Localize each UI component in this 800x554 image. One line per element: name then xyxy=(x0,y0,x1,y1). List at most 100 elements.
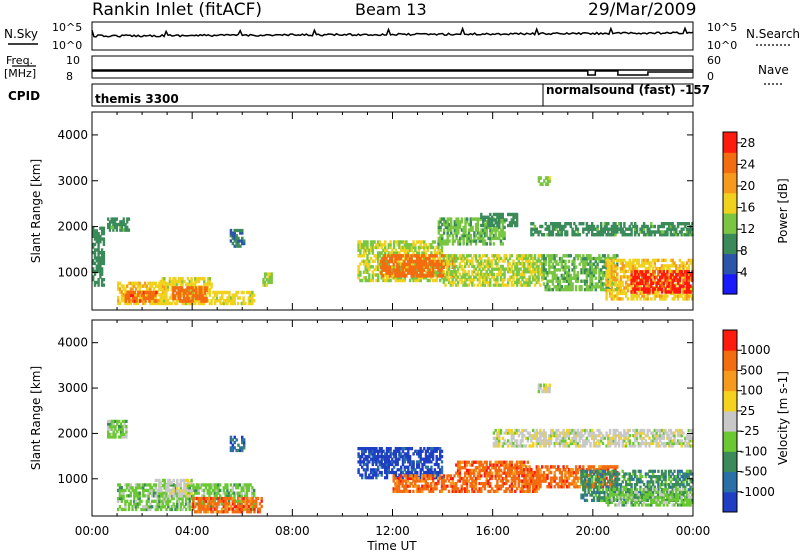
heatmap-cell xyxy=(128,296,131,300)
heatmap-cell xyxy=(224,510,227,514)
heatmap-cell xyxy=(546,282,549,286)
heatmap-cell xyxy=(120,293,123,297)
heatmap-cell xyxy=(567,268,571,272)
heatmap-cell xyxy=(387,449,390,453)
heatmap-cell xyxy=(685,270,689,274)
heatmap-cell xyxy=(428,455,431,459)
heatmap-cell xyxy=(449,476,453,481)
heatmap-cell xyxy=(467,275,470,279)
heatmap-cell xyxy=(401,457,405,461)
heatmap-cell xyxy=(399,476,403,481)
heatmap-cell xyxy=(607,222,610,226)
heatmap-cell xyxy=(255,496,258,501)
heatmap-cell xyxy=(121,425,124,429)
heatmap-cell xyxy=(102,242,106,247)
heatmap-cell xyxy=(612,233,615,237)
heatmap-cell xyxy=(119,225,122,230)
heatmap-cell xyxy=(601,282,605,286)
heatmap-cell xyxy=(253,507,256,511)
heatmap-cell xyxy=(391,457,394,461)
heatmap-cell xyxy=(446,217,449,221)
heatmap-cell xyxy=(457,220,460,224)
heatmap-cell xyxy=(408,460,412,464)
heatmap-cell xyxy=(382,254,385,258)
heatmap-cell xyxy=(655,230,658,234)
heatmap-cell xyxy=(430,254,433,258)
heatmap-cell xyxy=(457,228,460,232)
heatmap-cell xyxy=(246,510,249,514)
heatmap-cell xyxy=(114,220,117,224)
heatmap-cell xyxy=(628,233,631,237)
heatmap-cell xyxy=(179,502,182,506)
heatmap-cell xyxy=(635,275,639,280)
heatmap-cell xyxy=(260,496,263,501)
heatmap-cell xyxy=(659,230,662,234)
heatmap-cell xyxy=(140,483,143,487)
heatmap-cell xyxy=(494,212,497,217)
heatmap-cell xyxy=(412,484,415,488)
heatmap-cell xyxy=(634,227,637,231)
heatmap-cell xyxy=(660,290,664,294)
heatmap-cell xyxy=(238,499,242,503)
heatmap-cell xyxy=(385,465,389,469)
heatmap-cell xyxy=(400,465,403,469)
heatmap-cell xyxy=(208,499,211,503)
heatmap-cell xyxy=(410,447,414,451)
heatmap-cell xyxy=(464,222,467,227)
heatmap-cell xyxy=(585,273,589,278)
heatmap-cell xyxy=(405,487,408,491)
heatmap-cell xyxy=(219,496,222,501)
heatmap-cell xyxy=(435,462,438,467)
heatmap-cell xyxy=(373,460,376,464)
heatmap-cell xyxy=(617,283,621,287)
heatmap-cell xyxy=(594,256,597,261)
heatmap-cell xyxy=(519,275,522,279)
heatmap-cell xyxy=(433,262,436,267)
heatmap-cell xyxy=(439,239,442,243)
heatmap-cell xyxy=(366,248,369,252)
heatmap-cell xyxy=(362,259,366,263)
heatmap-cell xyxy=(366,259,369,263)
heatmap-cell xyxy=(447,265,451,269)
heatmap-cell xyxy=(249,301,252,306)
heatmap-cell xyxy=(410,259,413,264)
heatmap-cell xyxy=(159,296,162,300)
heatmap-cell xyxy=(377,267,380,272)
heatmap-cell xyxy=(388,268,392,272)
heatmap-cell xyxy=(600,256,603,261)
heatmap-cell xyxy=(100,226,104,230)
heatmap-cell xyxy=(385,455,389,459)
heatmap-cell xyxy=(426,265,429,269)
heatmap-cell xyxy=(226,494,229,498)
heatmap-cell xyxy=(389,449,392,453)
heatmap-cell xyxy=(251,502,254,506)
heatmap-cell xyxy=(676,233,680,237)
heatmap-cell xyxy=(526,259,530,263)
heatmap-cell xyxy=(107,425,110,429)
heatmap-cell xyxy=(669,280,673,285)
heatmap-cell xyxy=(417,476,420,481)
heatmap-cell xyxy=(424,457,428,461)
heatmap-cell xyxy=(226,510,229,514)
heatmap-cell xyxy=(544,176,548,180)
heatmap-cell xyxy=(639,281,642,286)
heatmap-cell xyxy=(122,507,125,512)
heatmap-cell xyxy=(523,270,526,274)
heatmap-cell xyxy=(127,281,131,286)
heatmap-cell xyxy=(133,494,136,498)
heatmap-cell xyxy=(671,258,674,263)
heatmap-cell xyxy=(558,233,562,237)
heatmap-cell xyxy=(639,278,642,283)
heatmap-cell xyxy=(383,268,386,272)
heatmap-cell xyxy=(383,254,386,258)
heatmap-cell xyxy=(210,507,213,511)
heatmap-cell xyxy=(676,224,680,229)
heatmap-cell xyxy=(377,468,380,472)
heatmap-cell xyxy=(499,212,503,217)
heatmap-cell xyxy=(172,496,175,501)
heatmap-cell xyxy=(403,457,406,461)
heatmap-cell xyxy=(249,293,252,297)
heatmap-cell xyxy=(93,242,97,247)
heatmap-cell xyxy=(415,474,419,478)
heatmap-cell xyxy=(231,502,235,506)
